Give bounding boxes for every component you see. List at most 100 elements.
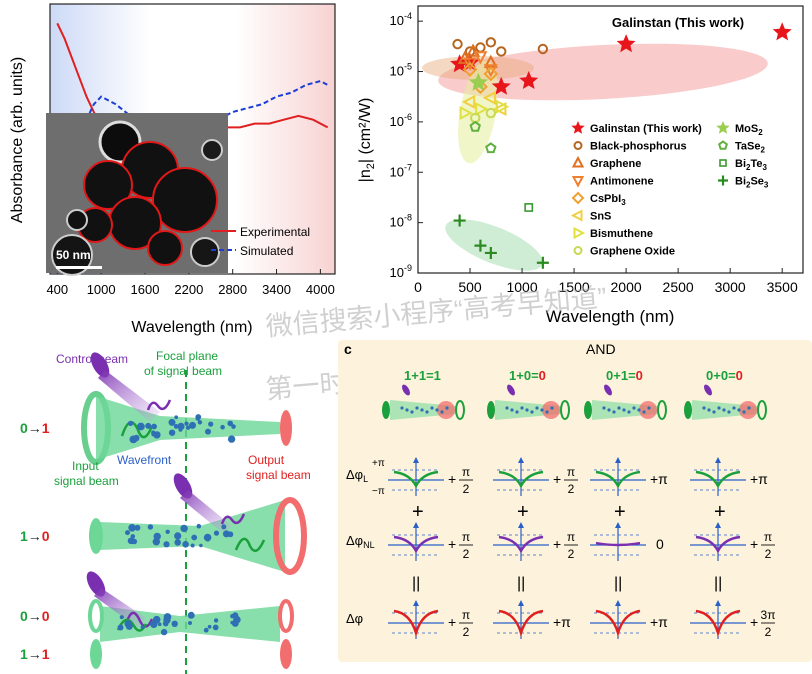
equals-sign: || [714,575,722,592]
nanoparticle [177,422,185,430]
x-tick-label-b: 2000 [611,279,642,295]
mini-particle [647,406,651,410]
mini-control-beam [604,384,612,396]
wavefront-label: Wavefront [117,453,172,467]
panel-letter-c: c [344,341,352,357]
point-bismuthene [496,99,510,114]
nanoparticle [207,624,212,629]
mini-output-ring [455,400,465,420]
val-L-den: 2 [568,482,575,496]
point-graphene-oxide [485,107,497,119]
equals-sign: || [517,575,525,592]
beam-row-3 [86,571,294,669]
nanoparticle [196,523,202,529]
nanoparticle [203,627,209,633]
y-tick-label-b: 10-6 [390,112,412,129]
logic-equation: 0+1=0 [606,368,643,383]
nanoparticle [168,429,176,436]
point-bi [484,246,497,259]
val-NL-den: 2 [568,547,575,561]
nanoparticle [180,524,188,533]
legend-marker [573,226,586,240]
particles-row-3 [117,611,241,636]
nanoparticle [163,613,172,621]
y-tick-label-b: 10-5 [390,62,412,79]
legend-marker [571,176,585,188]
beam-row-2 [89,473,307,575]
row-labels: ΔφL +π −π ΔφNL Δφ [346,458,385,626]
mini-particle [607,408,611,412]
val-total-sign: + [750,614,758,630]
x-tick-label-b: 1500 [559,279,590,295]
curve-total-arrow [715,600,721,606]
point-antimonene [473,51,488,65]
curve-total-curve [595,609,641,638]
nanoparticle [145,422,152,429]
point-bismuthene [475,101,489,117]
mini-particle [430,406,434,410]
nanoparticle [140,625,145,630]
val-total-den: 2 [463,625,470,639]
focal-plane-label-2: of signal beam [144,364,222,378]
y-axis-label-b: |n2| (cm²/W) [357,98,377,183]
point-bi [453,214,466,227]
curve-L-curve [595,470,641,489]
curve-L-curve [393,470,439,489]
x-axis-label-b: Wavelength (nm) [546,307,675,326]
nanoparticle [168,418,176,426]
point-antimonene [462,57,478,71]
curve-L-arrow [615,457,621,463]
mini-particle [525,408,529,412]
point-cspbi [483,66,499,82]
curve-NL-arrow [518,522,524,528]
curve-NL-arrow [413,522,419,528]
curve-total-curve [695,609,741,638]
n2-scatter-chart: 0 500 1000 1500 2000 2500 3000 3500 10-9 10-8 10-7… [357,5,804,326]
mini-particle [747,406,751,410]
point-bi [524,203,534,212]
mini-particle [732,406,736,410]
legend-label: Graphene [590,158,641,170]
point-black-phosphorus [452,38,463,50]
nanoparticle [213,618,219,623]
logic-equation: 1+0=0 [509,368,546,383]
mini-particle [637,408,641,412]
val-L-sign: + [553,471,561,487]
nanoparticle [189,421,196,429]
val-L-num: π [462,465,470,479]
mini-particle [617,406,621,410]
nanoparticle [119,615,124,620]
nanoparticle [208,421,214,427]
equals-sign: || [614,575,622,592]
mini-input-ring [584,401,592,419]
val-NL-den: 2 [765,547,772,561]
x-tick-label-a: 1600 [131,282,160,297]
equals-sign: || [412,575,420,592]
mini-particle [622,408,626,412]
mini-particle [742,410,746,414]
val-NL: 0 [656,536,664,552]
input-label-2: signal beam [54,474,119,488]
mini-focus-glow [639,401,657,419]
input-label-1: Input [72,459,99,473]
nanoparticle [147,524,154,530]
legend-marker [718,175,728,186]
legend-label: SnS [590,211,611,223]
mini-particle [627,410,631,414]
nanoparticle [199,543,203,548]
mini-particle [405,408,409,412]
plus-sign: + [412,501,424,523]
y-axis-label-a: Absorbance (arb. units) [9,57,26,223]
mini-particle [722,408,726,412]
nanoparticle [220,424,225,430]
mini-output-ring [560,400,570,420]
svg-text:1→0: 1→0 [20,528,50,544]
nanoparticle [227,420,233,427]
svg-text:0→1: 0→1 [20,420,50,436]
beam-row-1 [81,352,292,465]
nanoparticle [158,622,162,627]
nanoparticle [173,424,179,429]
curve-NL-arrow [715,522,721,528]
nanoparticle [152,615,161,624]
y-tick-label-b: 10-8 [390,213,412,230]
